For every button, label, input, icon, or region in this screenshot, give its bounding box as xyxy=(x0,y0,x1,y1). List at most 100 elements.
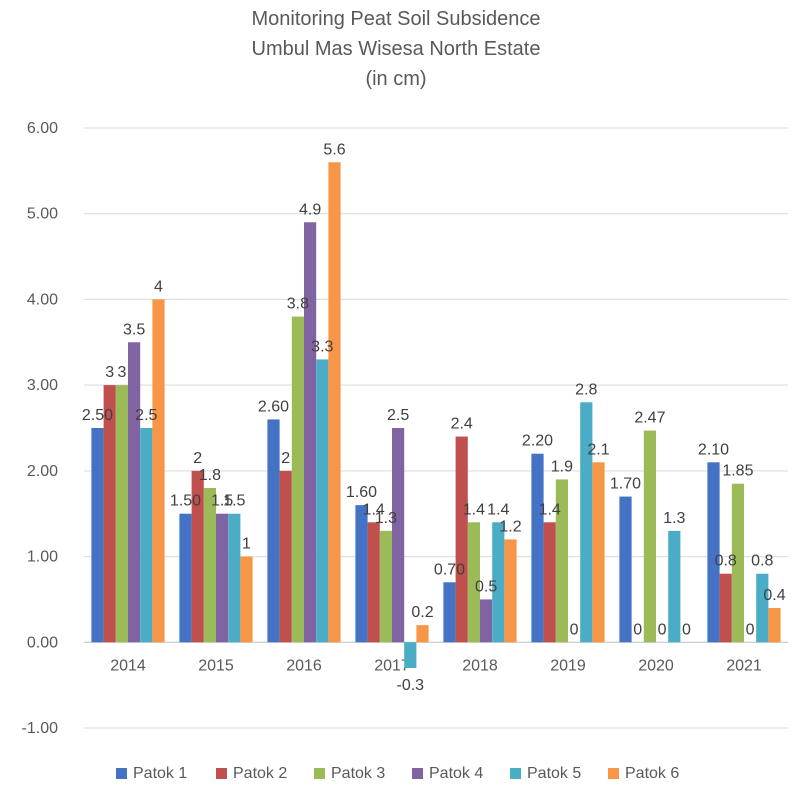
data-label: 1.9 xyxy=(551,458,573,475)
data-label: 2 xyxy=(281,450,290,467)
bar xyxy=(619,496,632,643)
legend-label: Patok 1 xyxy=(133,765,187,782)
x-tick-label: 2018 xyxy=(462,657,498,674)
chart-title-line-2: Umbul Mas Wisesa North Estate xyxy=(251,38,541,60)
data-label: 3 xyxy=(117,364,126,381)
bar xyxy=(404,642,417,668)
bar xyxy=(140,428,153,643)
legend-swatch xyxy=(412,768,423,779)
y-tick-label: 4.00 xyxy=(27,291,58,308)
data-label: 3.5 xyxy=(123,321,145,338)
bar xyxy=(492,522,505,643)
x-tick-label: 2015 xyxy=(198,657,234,674)
data-label: 2.5 xyxy=(387,407,409,424)
bar xyxy=(216,513,229,643)
bar xyxy=(152,299,165,643)
data-label: 1.5 xyxy=(211,493,233,510)
data-label: 2.4 xyxy=(451,416,473,433)
data-label: 0.8 xyxy=(715,553,737,570)
bar xyxy=(467,522,480,643)
bar xyxy=(279,470,292,643)
data-label: 0.2 xyxy=(411,604,433,621)
data-label: 0.4 xyxy=(763,587,785,604)
bar xyxy=(543,522,556,643)
data-label: 1.4 xyxy=(539,501,561,518)
bar xyxy=(228,513,241,643)
bar xyxy=(367,522,380,643)
x-tick-label: 2016 xyxy=(286,657,322,674)
data-label: 1.60 xyxy=(346,484,377,501)
bar xyxy=(731,483,744,643)
data-label: 2.20 xyxy=(522,433,553,450)
bar xyxy=(756,573,769,643)
data-label: 1.3 xyxy=(663,510,685,527)
data-label: 5.6 xyxy=(323,141,345,158)
data-label: 1.4 xyxy=(487,501,509,518)
data-label: 2 xyxy=(193,450,202,467)
bar xyxy=(203,488,216,643)
y-tick-label: 2.00 xyxy=(27,463,58,480)
data-label: 2.47 xyxy=(634,410,665,427)
bar xyxy=(531,453,544,643)
bar xyxy=(392,428,405,643)
legend-swatch xyxy=(608,768,619,779)
data-label: 1 xyxy=(242,536,251,553)
data-label: 0.70 xyxy=(434,561,465,578)
legend-label: Patok 6 xyxy=(625,765,679,782)
data-label: 2.5 xyxy=(135,407,157,424)
data-label: 4 xyxy=(154,278,163,295)
legend-label: Patok 3 xyxy=(331,765,385,782)
bar xyxy=(668,530,681,643)
data-label: 3.3 xyxy=(311,338,333,355)
data-label: 3.8 xyxy=(287,296,309,313)
data-label: 2.60 xyxy=(258,398,289,415)
data-label: 1.85 xyxy=(722,463,753,480)
data-label: 1.4 xyxy=(463,501,485,518)
bar xyxy=(643,430,656,643)
legend-swatch xyxy=(510,768,521,779)
data-label: 1.4 xyxy=(363,501,385,518)
bar xyxy=(707,462,720,643)
chart-title-line-1: Monitoring Peat Soil Subsidence xyxy=(251,8,541,30)
y-tick-label: -1.00 xyxy=(22,720,59,737)
data-label: 3 xyxy=(105,364,114,381)
bar xyxy=(443,582,456,643)
y-tick-label: 5.00 xyxy=(27,206,58,223)
y-tick-label: 0.00 xyxy=(27,634,58,651)
data-label: 1.8 xyxy=(199,467,221,484)
legend-swatch xyxy=(314,768,325,779)
bar xyxy=(191,470,204,643)
bar xyxy=(115,385,128,643)
data-label: 1.5 xyxy=(223,493,245,510)
data-label: 1.3 xyxy=(375,510,397,527)
data-label: 0 xyxy=(682,621,691,638)
bar xyxy=(328,162,341,643)
x-tick-label: 2014 xyxy=(110,657,146,674)
legend-label: Patok 2 xyxy=(233,765,287,782)
y-tick-label: 3.00 xyxy=(27,377,58,394)
bar xyxy=(379,530,392,643)
bar xyxy=(179,513,192,643)
y-tick-label: 1.00 xyxy=(27,549,58,566)
bar xyxy=(580,402,593,643)
data-label: 2.8 xyxy=(575,381,597,398)
data-label: 1.70 xyxy=(610,476,641,493)
data-label: 0 xyxy=(658,621,667,638)
x-tick-label: 2021 xyxy=(726,657,762,674)
bar xyxy=(91,428,104,643)
bar xyxy=(128,342,141,643)
bar xyxy=(240,556,253,643)
chart-title-line-3: (in cm) xyxy=(365,68,427,90)
data-label: 0 xyxy=(570,621,579,638)
data-label: 2.50 xyxy=(82,407,113,424)
x-tick-label: 2020 xyxy=(638,657,674,674)
bar xyxy=(304,222,317,643)
bar xyxy=(316,359,329,643)
data-label: 1.50 xyxy=(170,493,201,510)
y-tick-label: 6.00 xyxy=(27,120,58,137)
legend-swatch xyxy=(116,768,127,779)
bar xyxy=(355,505,368,643)
data-label: -0.3 xyxy=(397,677,425,694)
